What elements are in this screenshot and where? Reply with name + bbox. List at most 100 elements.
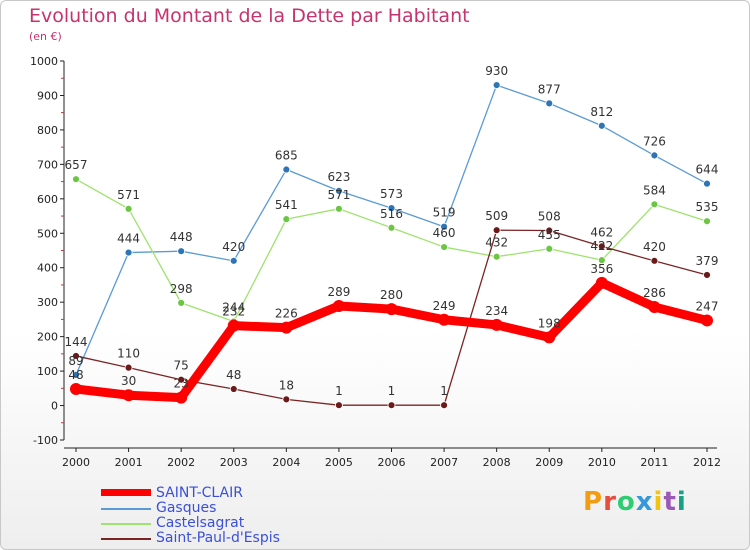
data-label: 48 (68, 368, 83, 382)
data-point (177, 375, 186, 384)
data-point (703, 217, 711, 226)
data-label: 247 (696, 299, 719, 313)
legend-label: Saint-Paul-d'Espis (156, 530, 280, 546)
data-label: 535 (696, 200, 719, 214)
data-point (387, 204, 396, 213)
data-point (701, 314, 713, 327)
y-tick-label: 700 (37, 158, 58, 171)
data-point (122, 389, 135, 402)
data-label: 657 (65, 158, 88, 172)
legend-label: Gasques (156, 500, 217, 516)
y-tick-label: 300 (37, 296, 58, 309)
x-tick-label: 2007 (430, 456, 458, 469)
data-label: 280 (380, 288, 403, 302)
legend-swatch (101, 523, 151, 525)
data-point (335, 204, 343, 213)
data-label: 232 (222, 305, 245, 319)
data-point (440, 222, 448, 231)
y-tick-label: 500 (37, 227, 58, 240)
data-point (124, 363, 133, 372)
data-label: 144 (65, 335, 88, 349)
data-point (545, 244, 554, 253)
data-label: 812 (590, 105, 613, 119)
legend-swatch (101, 489, 151, 496)
x-tick-label: 2000 (62, 456, 90, 469)
data-point (175, 391, 188, 404)
data-label: 422 (590, 239, 613, 253)
data-label: 930 (485, 64, 508, 78)
series-line-saint-paul-d-espis (75, 229, 708, 406)
data-point (124, 248, 133, 257)
data-point (177, 247, 186, 256)
data-point (70, 383, 82, 396)
x-tick-label: 2006 (378, 456, 406, 469)
y-tick-label: 600 (37, 193, 58, 206)
data-point (703, 271, 711, 279)
logo-letter: r (603, 487, 617, 517)
data-label: 644 (696, 163, 719, 177)
data-label: 623 (327, 170, 350, 184)
data-point (385, 303, 398, 316)
data-label: 1 (335, 384, 343, 398)
y-tick-label: 400 (37, 262, 58, 275)
data-label: 244 (222, 300, 245, 314)
data-label: 226 (275, 307, 298, 321)
data-label: 432 (485, 236, 508, 250)
data-label: 249 (433, 299, 456, 313)
data-label: 571 (327, 188, 350, 202)
data-label: 508 (538, 210, 561, 224)
data-point (177, 298, 186, 307)
data-point (543, 331, 556, 344)
data-label: 298 (170, 282, 193, 296)
x-tick-label: 2003 (220, 456, 248, 469)
y-tick-label: 0 (51, 400, 58, 413)
data-label: 685 (275, 149, 298, 163)
data-point (440, 401, 448, 410)
data-label: 110 (117, 347, 140, 361)
logo-letter: t (663, 487, 677, 517)
data-point (597, 256, 606, 265)
data-label: 584 (643, 183, 666, 197)
data-point (335, 186, 343, 195)
x-tick-label: 2010 (588, 456, 616, 469)
x-tick-label: 2008 (483, 456, 511, 469)
data-label: 420 (222, 240, 245, 254)
data-point (387, 401, 396, 410)
proxiti-logo: Proxiti (583, 487, 687, 517)
data-label: 573 (380, 187, 403, 201)
x-tick-label: 2004 (272, 456, 300, 469)
data-label: 286 (643, 286, 666, 300)
data-label: 75 (174, 359, 189, 373)
x-tick-label: 2012 (693, 456, 721, 469)
data-label: 289 (327, 285, 350, 299)
data-point (545, 99, 554, 108)
data-label: 30 (121, 374, 136, 388)
x-tick-label: 2001 (115, 456, 143, 469)
data-point (229, 256, 238, 265)
data-label: 571 (117, 188, 140, 202)
data-point (440, 243, 448, 251)
y-tick-label: 1000 (30, 55, 58, 68)
data-point (124, 204, 133, 213)
data-label: 48 (226, 368, 241, 382)
logo-letter: o (616, 487, 636, 517)
data-point (282, 165, 291, 174)
data-label: 444 (117, 232, 140, 246)
data-label: 18 (279, 378, 294, 392)
data-point (229, 385, 238, 393)
data-label: 1 (440, 384, 448, 398)
data-point (282, 395, 291, 404)
data-point (335, 401, 343, 410)
data-label: 23 (174, 377, 189, 391)
x-tick-label: 2009 (535, 456, 563, 469)
y-tick-label: -100 (33, 434, 58, 447)
legend-swatch (101, 538, 151, 540)
legend-swatch (101, 508, 151, 510)
y-tick-label: 100 (37, 365, 58, 378)
data-point (492, 252, 501, 261)
data-point (492, 81, 501, 90)
chart-title: Evolution du Montant de la Dette par Hab… (29, 5, 470, 27)
data-point (545, 226, 554, 235)
